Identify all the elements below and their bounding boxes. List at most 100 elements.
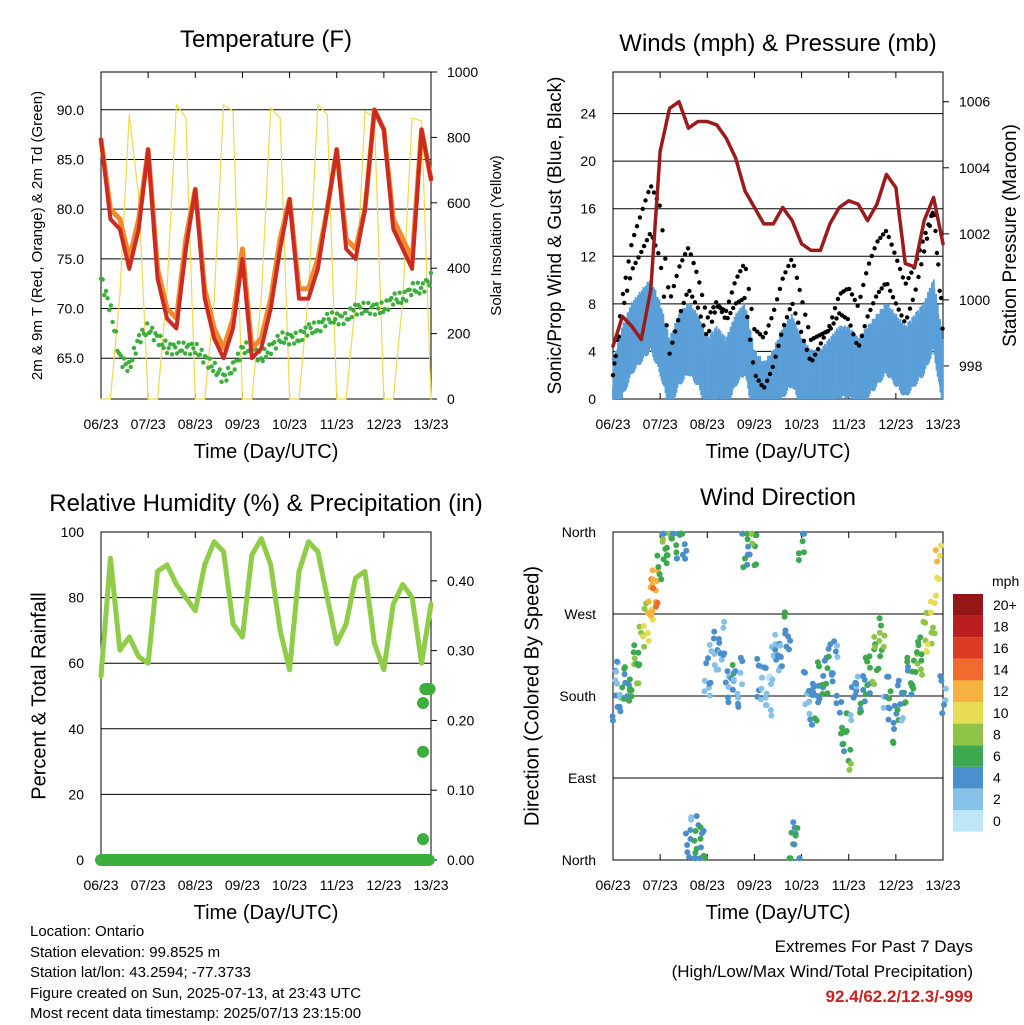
winds-point-gust	[753, 373, 758, 379]
wind-direction-point	[932, 547, 939, 554]
wind-direction-point	[697, 844, 704, 851]
winds-point-gust	[865, 314, 870, 319]
wind-direction-point	[640, 633, 647, 640]
temperature-point-dewpoint	[121, 356, 127, 361]
wind-direction-point	[658, 576, 665, 583]
winds-point-gust	[691, 260, 696, 266]
winds-point-gust	[677, 264, 682, 269]
wind-direction-point	[682, 830, 689, 837]
temperature-point-dewpoint	[395, 300, 401, 305]
temperature-point-dewpoint	[123, 361, 128, 367]
wind-direction-legend-swatch	[953, 745, 983, 767]
wind-direction-point	[899, 715, 906, 721]
temperature-xtick-label: 12/23	[366, 416, 401, 432]
wind-direction-point	[939, 710, 946, 717]
temperature-series-solar	[100, 104, 432, 400]
temperature-point-dewpoint	[189, 341, 194, 347]
wind-direction-point	[737, 669, 744, 676]
wind_direction-xtick-label: 09/23	[737, 877, 772, 893]
wind-direction-point	[779, 663, 785, 670]
wind-direction-point	[857, 700, 864, 707]
temperature-point-dewpoint	[420, 281, 425, 286]
wind-direction-point	[700, 852, 707, 859]
temperature-point-dewpoint	[230, 360, 236, 365]
temperature-point-dewpoint	[192, 350, 198, 355]
temperature-point-dewpoint	[183, 351, 188, 356]
temperature-point-dewpoint	[328, 320, 333, 325]
winds-point-gust	[907, 306, 913, 311]
winds-point-gust	[707, 328, 712, 334]
winds-point-gust	[728, 310, 733, 316]
winds-point-gust	[800, 300, 805, 305]
temperature-point-dewpoint	[113, 329, 119, 334]
wind-direction-point	[820, 672, 827, 679]
wind_direction-title: Wind Direction	[700, 484, 856, 511]
wind-direction-point	[703, 660, 710, 667]
temperature-plot-frame	[100, 71, 432, 400]
temperature-point-dewpoint	[151, 338, 156, 343]
temperature-point-dewpoint	[179, 348, 185, 353]
winds-point-gust	[746, 286, 751, 292]
wind-direction-point	[762, 702, 769, 708]
winds-point-gust	[897, 266, 903, 272]
temperature-point-dewpoint	[138, 340, 143, 345]
winds-point-gust	[687, 288, 692, 294]
temperature-point-dewpoint	[107, 307, 112, 313]
wind-direction-point	[790, 819, 797, 826]
temperature-ytick-label: 90.0	[57, 102, 84, 118]
winds-point-gust	[725, 315, 730, 321]
wind_direction-xlabel: Time (Day/UTC)	[706, 902, 851, 924]
temperature-point-dewpoint	[414, 289, 419, 294]
wind-direction-point	[720, 624, 727, 631]
winds-point-gust	[660, 228, 665, 233]
wind-direction-point	[729, 662, 736, 668]
winds-point-gust	[760, 335, 766, 340]
temperature-point-dewpoint	[290, 334, 295, 340]
temperature-point-dewpoint	[206, 365, 211, 370]
winds-point-gust	[708, 310, 713, 315]
temperature-point-dewpoint	[291, 341, 297, 346]
humidity-ytick-right-label: 0.10	[447, 782, 474, 798]
humidity-point-precip	[417, 745, 429, 758]
temperature-point-dewpoint	[404, 298, 409, 303]
wind-direction-point	[795, 557, 802, 563]
temperature-point-dewpoint	[166, 345, 171, 351]
wind-direction-point	[847, 712, 854, 718]
wind-direction-point	[645, 630, 651, 636]
temperature-point-dewpoint	[315, 328, 320, 333]
winds-point-gust	[701, 323, 706, 328]
temperature-point-dewpoint	[341, 321, 346, 327]
temperature-point-dewpoint	[237, 358, 242, 363]
wind-direction-point	[782, 627, 789, 634]
wind-direction-point	[873, 667, 880, 674]
wind-direction-point	[626, 697, 633, 704]
wind-direction-point	[745, 543, 752, 550]
winds-point-gust	[900, 275, 906, 280]
temperature-point-dewpoint	[133, 351, 138, 356]
winds-point-gust	[643, 198, 648, 203]
temperature-point-dewpoint	[197, 352, 203, 357]
wind-direction-point	[847, 746, 854, 753]
wind-direction-point	[878, 622, 884, 629]
extremes-panel: Extremes For Past 7 Days (High/Low/Max W…	[672, 934, 973, 1009]
wind-direction-point	[659, 530, 666, 537]
temperature-point-dewpoint	[407, 287, 412, 292]
winds-ytick-label: 12	[580, 248, 596, 264]
wind-direction-point	[853, 680, 860, 687]
winds-point-gust	[772, 307, 777, 312]
temperature-point-dewpoint	[242, 351, 247, 356]
wind-direction-point	[749, 540, 756, 547]
winds-point-gust	[680, 258, 685, 263]
winds-point-gust	[779, 332, 784, 337]
wind-direction-point	[715, 666, 722, 673]
winds-point-gust	[902, 319, 907, 324]
winds-point-gust	[889, 242, 894, 247]
winds-point-gust	[825, 328, 831, 334]
winds-point-gust	[612, 361, 617, 366]
temperature-point-dewpoint	[321, 317, 326, 322]
wind-direction-point	[894, 706, 901, 713]
humidity-plot-frame	[100, 531, 432, 861]
temperature-point-dewpoint	[352, 302, 358, 307]
wind-direction-point	[862, 691, 869, 698]
